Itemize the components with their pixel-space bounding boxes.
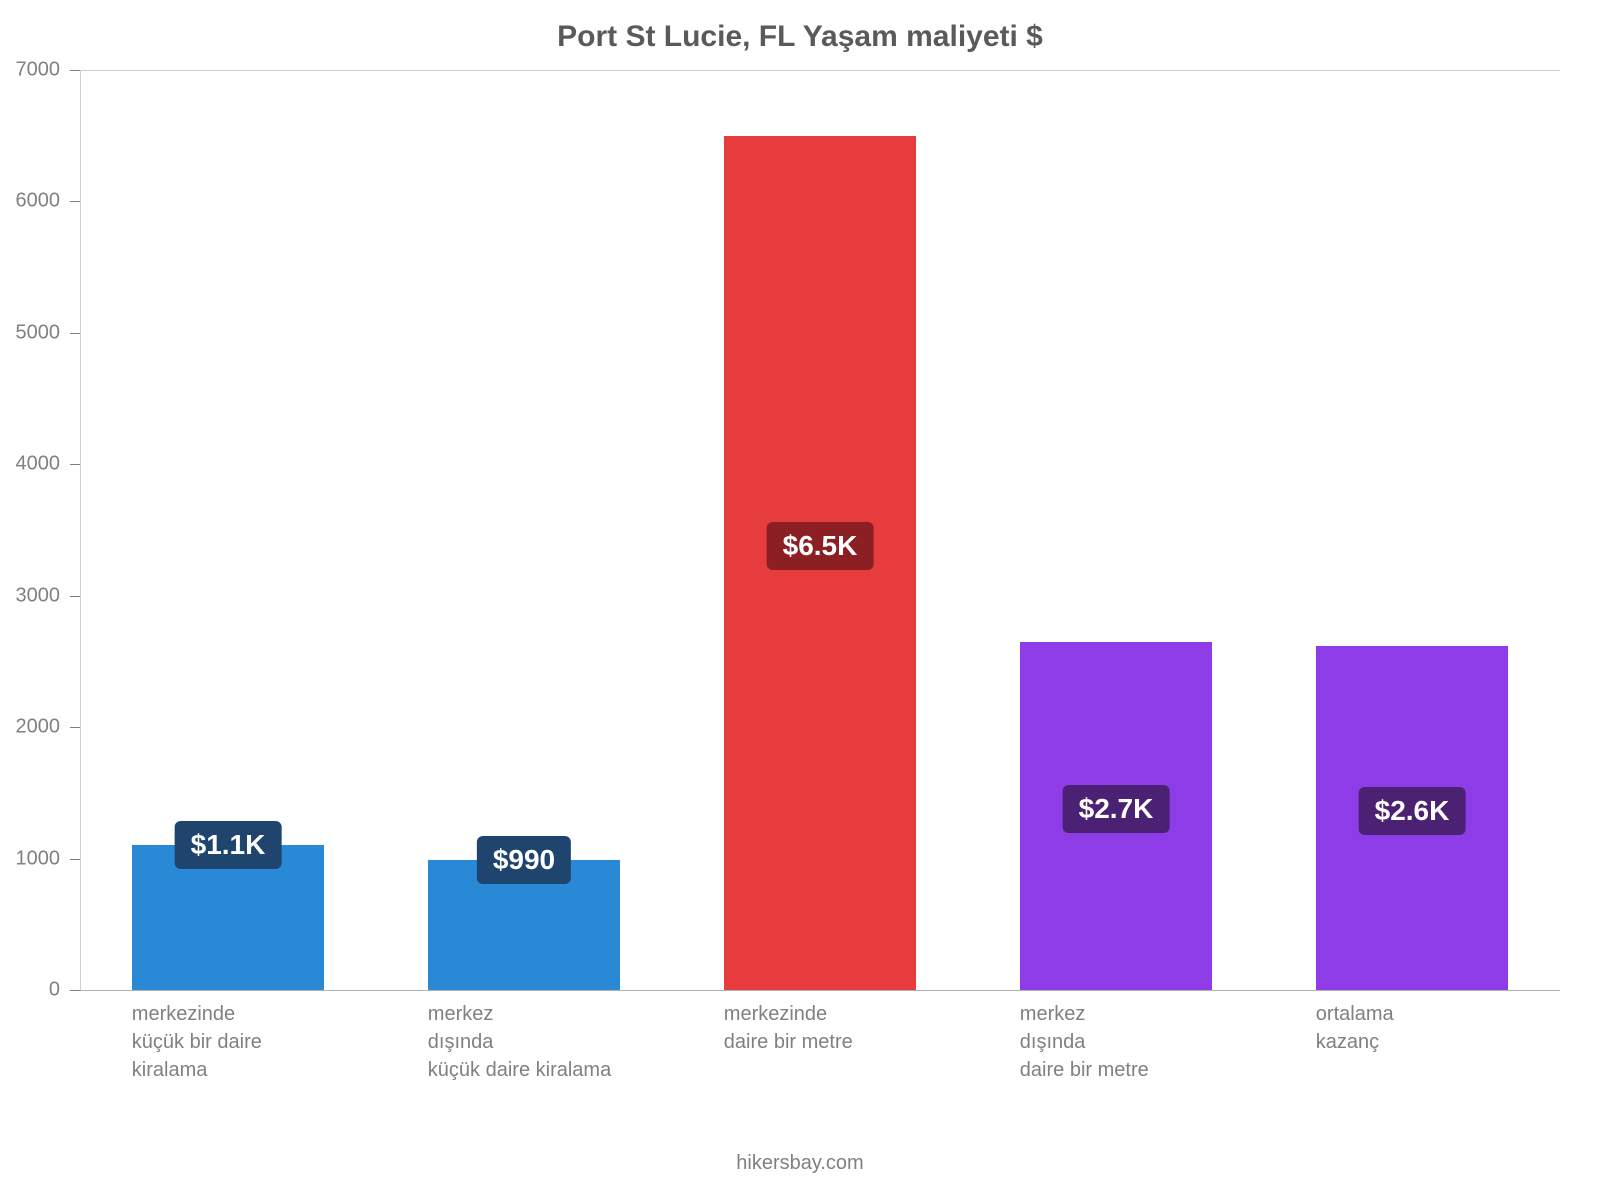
bar-value-badge: $1.1K bbox=[175, 821, 282, 869]
x-category-label: merkezindeküçük bir daire kiralama bbox=[132, 1000, 324, 1084]
x-category-label: merkezdışındadaire bir metre bbox=[1020, 1000, 1212, 1084]
y-tick bbox=[70, 70, 80, 71]
bar-value-badge: $2.7K bbox=[1063, 785, 1170, 833]
bar: $1.1K bbox=[132, 845, 324, 990]
y-tick-label: 5000 bbox=[16, 321, 61, 344]
y-axis-labels: 01000200030004000500060007000 bbox=[0, 70, 70, 990]
y-tick-label: 4000 bbox=[16, 453, 61, 476]
bar-value-badge: $990 bbox=[477, 836, 571, 884]
bar: $990 bbox=[428, 860, 620, 990]
y-tick bbox=[70, 201, 80, 202]
y-tick-label: 0 bbox=[49, 979, 60, 1002]
x-category-label: merkezdışındaküçük daire kiralama bbox=[428, 1000, 620, 1084]
y-tick-label: 6000 bbox=[16, 190, 61, 213]
bar-value-badge: $6.5K bbox=[767, 522, 874, 570]
bar-value-badge: $2.6K bbox=[1359, 787, 1466, 835]
y-tick bbox=[70, 727, 80, 728]
x-category-label: merkezindedaire bir metre bbox=[724, 1000, 916, 1056]
y-tick bbox=[70, 464, 80, 465]
y-tick-label: 7000 bbox=[16, 59, 61, 82]
chart-title: Port St Lucie, FL Yaşam maliyeti $ bbox=[0, 20, 1600, 54]
y-tick bbox=[70, 990, 80, 991]
y-tick bbox=[70, 596, 80, 597]
bar: $6.5K bbox=[724, 136, 916, 990]
y-tick bbox=[70, 859, 80, 860]
x-axis-baseline bbox=[80, 990, 1560, 991]
plot-area: $1.1K $990 $6.5K $2.7K $2.6K bbox=[80, 70, 1560, 990]
chart-footer: hikersbay.com bbox=[0, 1152, 1600, 1175]
bar: $2.7K bbox=[1020, 642, 1212, 990]
y-tick bbox=[70, 333, 80, 334]
bar: $2.6K bbox=[1316, 646, 1508, 990]
chart-container: Port St Lucie, FL Yaşam maliyeti $ 0 1000… bbox=[0, 0, 1600, 1200]
y-tick-label: 1000 bbox=[16, 847, 61, 870]
x-category-label: ortalamakazanç bbox=[1316, 1000, 1508, 1056]
y-tick-label: 2000 bbox=[16, 716, 61, 739]
y-tick-label: 3000 bbox=[16, 584, 61, 607]
